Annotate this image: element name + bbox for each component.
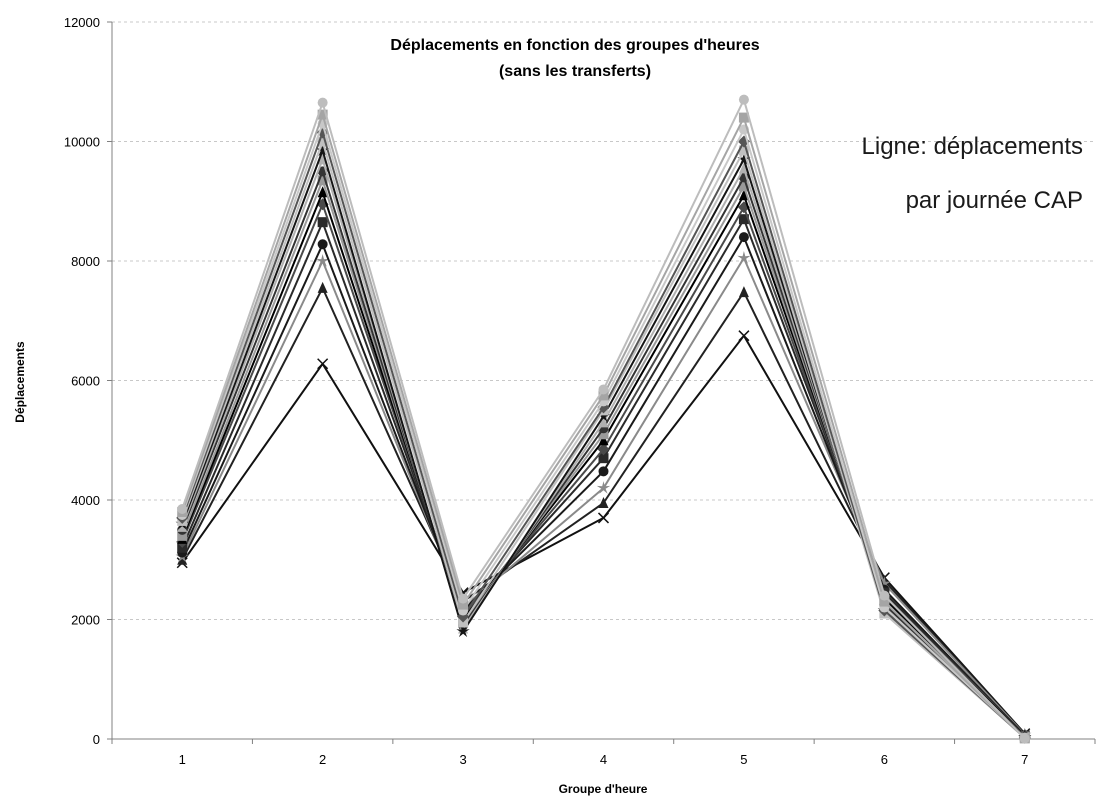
data-point bbox=[317, 109, 328, 120]
data-point bbox=[317, 186, 328, 198]
data-point bbox=[598, 384, 609, 395]
data-point bbox=[177, 553, 188, 565]
data-point bbox=[877, 576, 891, 590]
data-point bbox=[177, 530, 188, 541]
data-point bbox=[738, 145, 749, 156]
series-group bbox=[177, 281, 1030, 740]
y-axis-label: Déplacements bbox=[13, 341, 27, 423]
data-point bbox=[317, 358, 329, 370]
data-point bbox=[1019, 733, 1030, 744]
x-tick-label: 2 bbox=[319, 752, 326, 767]
data-point bbox=[597, 512, 610, 524]
data-point bbox=[456, 624, 470, 638]
data-point bbox=[738, 232, 749, 243]
data-point bbox=[738, 330, 750, 342]
data-point bbox=[598, 416, 609, 428]
data-point bbox=[597, 443, 610, 456]
data-point bbox=[458, 599, 469, 610]
data-point bbox=[598, 496, 609, 508]
axis-layer: 0 2000 4000 6000 8000 10000 12000 1 2 3 4 5 6 7 bbox=[64, 15, 1096, 767]
data-point bbox=[598, 453, 609, 464]
chart-title: Déplacements en fonction des groupes d'h… bbox=[390, 37, 759, 54]
data-point bbox=[317, 217, 328, 228]
series-layer bbox=[175, 94, 1032, 744]
series-group bbox=[177, 186, 1030, 742]
series-group bbox=[177, 214, 1030, 741]
x-tick-label: 6 bbox=[881, 752, 888, 767]
data-point bbox=[596, 409, 611, 422]
data-point bbox=[177, 520, 188, 532]
data-point bbox=[598, 434, 609, 446]
series-group bbox=[177, 94, 1030, 744]
series-line bbox=[181, 257, 1026, 736]
data-point bbox=[738, 112, 749, 123]
data-point bbox=[317, 281, 328, 293]
data-point bbox=[316, 254, 330, 267]
x-axis-label: Groupe d'heure bbox=[559, 782, 648, 796]
y-tick-label: 8000 bbox=[71, 254, 100, 269]
data-point bbox=[879, 596, 890, 607]
data-point bbox=[737, 251, 751, 264]
x-tick-label: 1 bbox=[179, 752, 186, 767]
data-point bbox=[598, 466, 609, 477]
data-point bbox=[596, 481, 611, 494]
y-tick-label: 2000 bbox=[71, 613, 100, 628]
data-point bbox=[738, 181, 749, 192]
annotation-line-2: par journée CAP bbox=[906, 187, 1083, 214]
y-tick-label: 0 bbox=[93, 732, 100, 747]
data-point bbox=[317, 239, 328, 250]
x-tick-label: 4 bbox=[600, 752, 607, 767]
series-line bbox=[181, 218, 1026, 737]
data-point bbox=[317, 136, 328, 147]
data-point bbox=[738, 286, 749, 298]
x-tick-label: 7 bbox=[1021, 752, 1028, 767]
data-point bbox=[177, 503, 188, 514]
chart-subtitle: (sans les transferts) bbox=[499, 63, 651, 80]
data-point bbox=[737, 152, 751, 166]
data-point bbox=[317, 97, 328, 108]
annotation-line-1: Ligne: déplacements bbox=[862, 133, 1083, 160]
data-point bbox=[738, 189, 749, 201]
data-point bbox=[458, 593, 469, 604]
series-line bbox=[181, 286, 1026, 735]
data-point bbox=[879, 590, 890, 601]
y-tick-label: 4000 bbox=[71, 493, 100, 508]
y-tick-label: 6000 bbox=[71, 374, 100, 389]
y-tick-label: 10000 bbox=[64, 135, 100, 150]
data-point bbox=[316, 143, 330, 157]
data-point bbox=[598, 429, 609, 440]
y-tick-label: 12000 bbox=[64, 15, 100, 30]
data-point bbox=[317, 175, 328, 186]
data-point bbox=[598, 390, 609, 401]
data-point bbox=[738, 94, 749, 105]
data-point bbox=[738, 214, 749, 225]
x-tick-label: 3 bbox=[459, 752, 466, 767]
x-tick-label: 5 bbox=[740, 752, 747, 767]
